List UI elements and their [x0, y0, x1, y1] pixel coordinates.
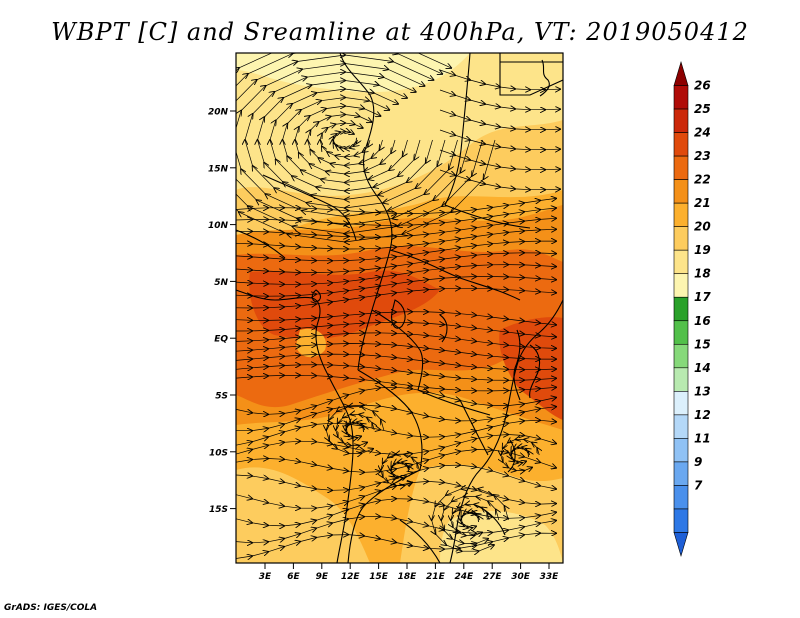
colorbar-top-arrow	[673, 60, 689, 86]
lon-tick-label: 21E	[426, 572, 446, 582]
colorbar-segment	[673, 132, 689, 157]
lon-tick-label: 9E	[316, 572, 329, 582]
colorbar-label: 11	[694, 431, 711, 445]
lon-tick-label: 12E	[341, 572, 361, 582]
colorbar-segment	[673, 320, 689, 345]
lat-tick-label: 10S	[209, 448, 228, 458]
streamline	[439, 169, 560, 190]
map-frame	[235, 52, 564, 564]
colorbar-segment	[673, 391, 689, 416]
colorbar-segment	[673, 155, 689, 180]
streamline	[439, 109, 560, 130]
streamline	[439, 129, 560, 150]
streamline	[326, 407, 384, 454]
colorbar-label: 13	[694, 384, 711, 398]
colorbar-segment	[673, 414, 689, 439]
colorbar-label: 19	[694, 243, 711, 257]
colorbar-label: 21	[694, 196, 711, 210]
colorbar-segment	[673, 179, 689, 204]
colorbar-label: 23	[694, 149, 711, 163]
colorbar-segment	[673, 508, 689, 533]
colorbar-label: 25	[694, 102, 711, 116]
colorbar-segment	[673, 438, 689, 463]
colorbar: 26 25 24 23 22 21 20 19 18 17 16 15 14 13 12 11 9 7	[673, 60, 711, 558]
lat-tick-label: 5N	[214, 278, 228, 288]
colorbar-segment	[673, 367, 689, 392]
colorbar-label: 24	[694, 126, 711, 140]
lon-tick-label: 33E	[540, 572, 560, 582]
streamline	[501, 439, 539, 470]
lat-tick-label: 10N	[208, 221, 229, 231]
colorbar-label: 17	[694, 290, 711, 304]
lon-tick-label: 18E	[398, 572, 418, 582]
lat-tick-label: 20N	[208, 108, 229, 118]
colorbar-segment	[673, 273, 689, 298]
lon-tick-label: 30E	[511, 572, 531, 582]
streamline	[432, 489, 509, 551]
colorbar-segment	[673, 226, 689, 251]
lon-tick-label: 15E	[369, 572, 389, 582]
colorbar-bottom-arrow	[673, 532, 689, 558]
colorbar-label: 20	[694, 220, 711, 234]
lat-tick-label: 15S	[209, 505, 228, 515]
lon-tick-label: 3E	[259, 572, 272, 582]
latitude-axis: 20N 15N 10N 5N EQ 5S 10S 15S	[208, 108, 236, 515]
streamlines	[236, 53, 560, 559]
lon-tick-label: 6E	[287, 572, 300, 582]
colorbar-label: 14	[694, 361, 711, 375]
lat-tick-label: EQ	[214, 335, 228, 345]
lon-tick-label: 24E	[454, 572, 474, 582]
colorbar-segment	[673, 249, 689, 275]
colorbar-segment	[673, 343, 689, 369]
streamline	[381, 454, 419, 485]
colorbar-label: 12	[694, 408, 711, 422]
lon-tick-label: 27E	[483, 572, 503, 582]
colorbar-label: 7	[694, 478, 703, 492]
colorbar-segment	[673, 108, 689, 133]
colorbar-label: 18	[694, 267, 711, 281]
longitude-axis: 3E 6E 9E 12E 15E 18E 21E 24E 27E 30E 33E	[259, 563, 559, 582]
colorbar-label: 26	[694, 79, 711, 93]
coastlines-and-borders	[236, 53, 563, 563]
colorbar-label: 22	[694, 173, 711, 187]
colorbar-segment	[673, 296, 689, 322]
colorbar-label: 9	[694, 455, 702, 469]
colorbar-label: 16	[694, 314, 711, 328]
streamline	[236, 288, 556, 308]
map-title: WBPT [C] and Sreamline at 400hPa, VT: 20…	[51, 18, 749, 46]
streamline	[439, 89, 560, 110]
grads-credit: GrADS: IGES/COLA	[4, 603, 98, 613]
colorbar-label: 15	[694, 337, 711, 351]
lat-tick-label: 5S	[215, 392, 228, 402]
colorbar-segment	[673, 461, 689, 486]
lat-tick-label: 15N	[208, 164, 229, 174]
colorbar-segment	[673, 485, 689, 510]
map-area	[236, 53, 563, 563]
colorbar-segment	[673, 202, 689, 227]
colorbar-segment	[673, 85, 689, 110]
